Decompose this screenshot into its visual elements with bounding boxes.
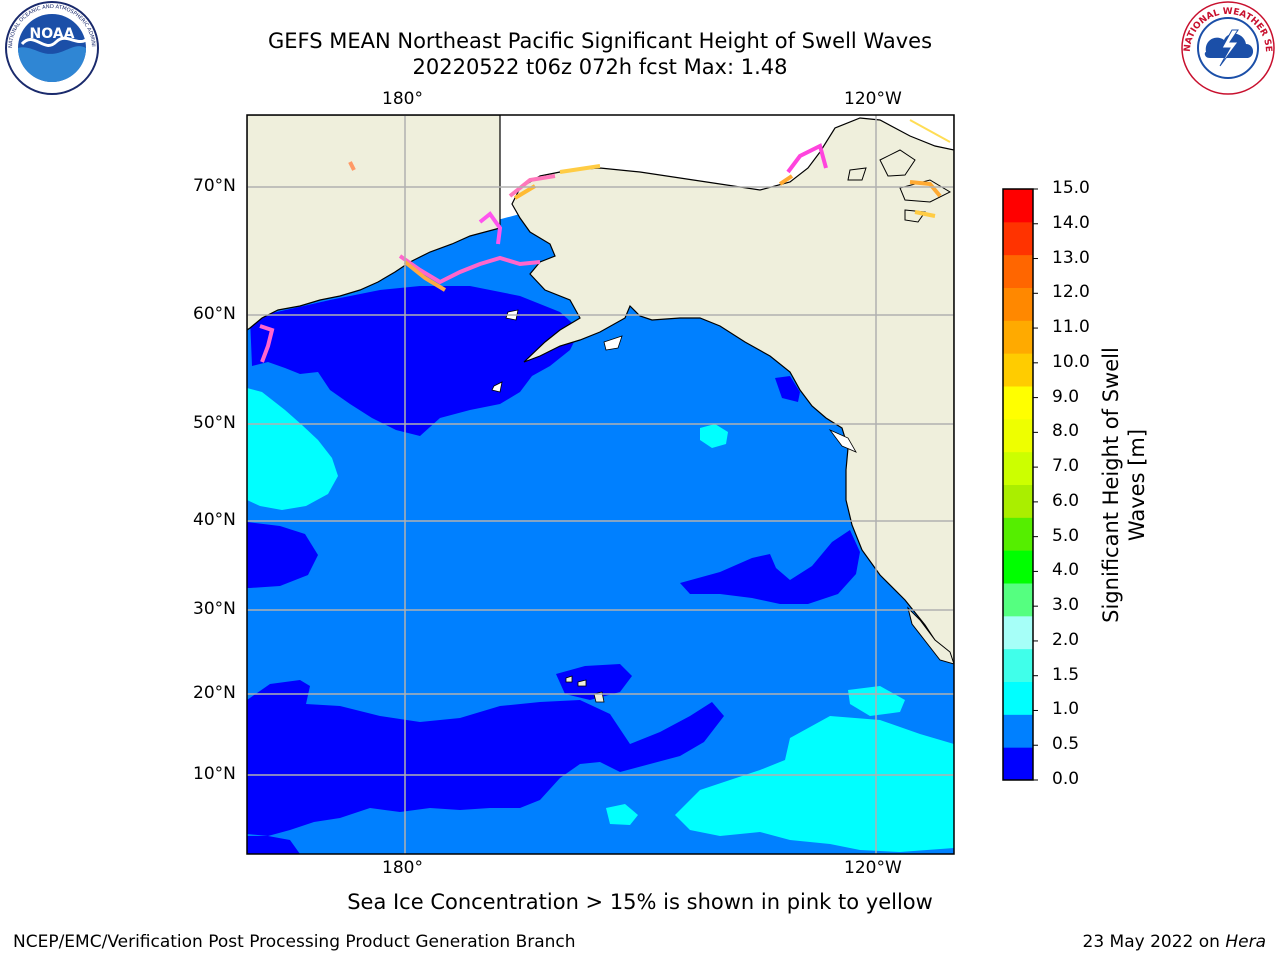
colorbar-segment <box>1003 451 1033 485</box>
colorbar-title: Significant Height of Swell Waves [m] <box>1098 325 1158 645</box>
colorbar-segment <box>1003 189 1033 223</box>
noaa-logo-icon: NOAA NATIONAL OCEANIC AND ATMOSPHERIC AD… <box>0 0 99 95</box>
swell-region-blue-south <box>247 680 724 836</box>
sea-ice-edge-markers <box>259 119 951 363</box>
lat-label-50n: 50°N <box>193 413 236 433</box>
graticule <box>247 115 954 854</box>
land-baja <box>907 606 954 665</box>
colorbar-segment <box>1003 287 1033 321</box>
colorbar-segment <box>1003 386 1033 420</box>
map-subtitle: 20220522 t06z 072h fcst Max: 1.48 <box>412 55 788 79</box>
lat-label-20n: 20°N <box>193 683 236 703</box>
colorbar-tick-label: 9.0 <box>1052 386 1080 407</box>
land-coastal-islets <box>491 309 857 453</box>
colorbar-tick-label: 3.0 <box>1052 595 1080 616</box>
colorbar-tick-label: 12.0 <box>1052 282 1090 303</box>
swell-region-cyan-mid <box>700 424 728 448</box>
colorbar-segment <box>1003 615 1033 650</box>
colorbar-tick-label: 8.0 <box>1052 421 1080 442</box>
nws-logo-icon: NATIONAL WEATHER SERVICE <box>1176 0 1275 95</box>
lon-label-bottom-180: 180° <box>382 858 423 878</box>
lat-label-60n: 60°N <box>193 304 236 324</box>
lon-label-bottom-120w: 120°W <box>844 858 902 878</box>
sea-ice-note: Sea Ice Concentration > 15% is shown in … <box>347 890 933 914</box>
colorbar-segment <box>1003 484 1033 518</box>
colorbar-tick-label: 4.0 <box>1052 560 1080 581</box>
colorbar-tick-label: 14.0 <box>1052 212 1090 233</box>
colorbar-tick-label: 1.0 <box>1052 699 1080 720</box>
footer-host: Hera <box>1225 932 1266 952</box>
colorbar-tick-label: 0.5 <box>1052 734 1080 755</box>
lat-label-70n: 70°N <box>193 176 236 196</box>
colorbar-tick-label: 7.0 <box>1052 456 1080 477</box>
swell-region-cyan-west <box>247 388 338 510</box>
colorbar-segment <box>1003 681 1033 715</box>
colorbar-tick-label: 2.0 <box>1052 629 1080 650</box>
land-siberia <box>247 115 501 331</box>
swell-region-blue-california <box>680 530 860 604</box>
colorbar-segment <box>1003 418 1033 453</box>
colorbar-tick-label: 15.0 <box>1052 178 1090 198</box>
colorbar-segment <box>1003 254 1033 288</box>
colorbar-tick-label: 6.0 <box>1052 490 1080 511</box>
colorbar-title-line2: Waves [m] <box>1125 428 1149 542</box>
colorbar-frame <box>1002 188 1034 781</box>
map-title: GEFS MEAN Northeast Pacific Significant … <box>267 29 933 53</box>
colorbar-segment <box>1003 747 1033 781</box>
footer-credit: NCEP/EMC/Verification Post Processing Pr… <box>13 932 576 952</box>
colorbar-segment <box>1003 320 1033 354</box>
colorbar-segment <box>1003 550 1033 584</box>
lon-label-top-120w: 120°W <box>844 89 902 109</box>
colorbar-tick-label: 1.5 <box>1052 664 1080 685</box>
swell-region-blue-gulf <box>775 376 800 402</box>
colorbar-segment <box>1003 714 1033 748</box>
colorbar-tick-label: 11.0 <box>1052 317 1090 338</box>
colorbar <box>1002 188 1038 781</box>
footer-date: 23 May 2022 on Hera <box>1083 932 1267 952</box>
land-hawaii <box>565 675 605 703</box>
lat-label-10n: 10°N <box>193 764 236 784</box>
footer-date-text: 23 May 2022 on <box>1082 932 1226 952</box>
colorbar-tick-label: 5.0 <box>1052 525 1080 546</box>
swell-region-blue-north <box>250 286 580 436</box>
colorbar-segment <box>1003 517 1033 551</box>
colorbar-tick-label: 10.0 <box>1052 351 1090 372</box>
colorbar-title-line1: Significant Height of Swell <box>1099 347 1123 623</box>
swell-region-blue-southwest <box>247 836 300 854</box>
land-north-america <box>511 115 954 665</box>
colorbar-tick-label: 13.0 <box>1052 247 1090 268</box>
lon-label-top-180: 180° <box>382 89 423 109</box>
swell-region-blue-west-mid <box>247 522 318 588</box>
colorbar-segment <box>1003 221 1033 256</box>
lat-label-40n: 40°N <box>193 510 236 530</box>
map-frame <box>246 114 955 855</box>
swell-region-cyan-southeast <box>606 686 954 852</box>
lat-label-30n: 30°N <box>193 599 236 619</box>
noaa-logo-text: NOAA <box>30 26 75 42</box>
colorbar-segment <box>1003 648 1033 682</box>
colorbar-segment <box>1003 583 1033 617</box>
swell-region-blue-hawaii <box>556 664 632 700</box>
colorbar-segment <box>1003 353 1033 387</box>
colorbar-tick-label: 0.0 <box>1052 769 1080 789</box>
